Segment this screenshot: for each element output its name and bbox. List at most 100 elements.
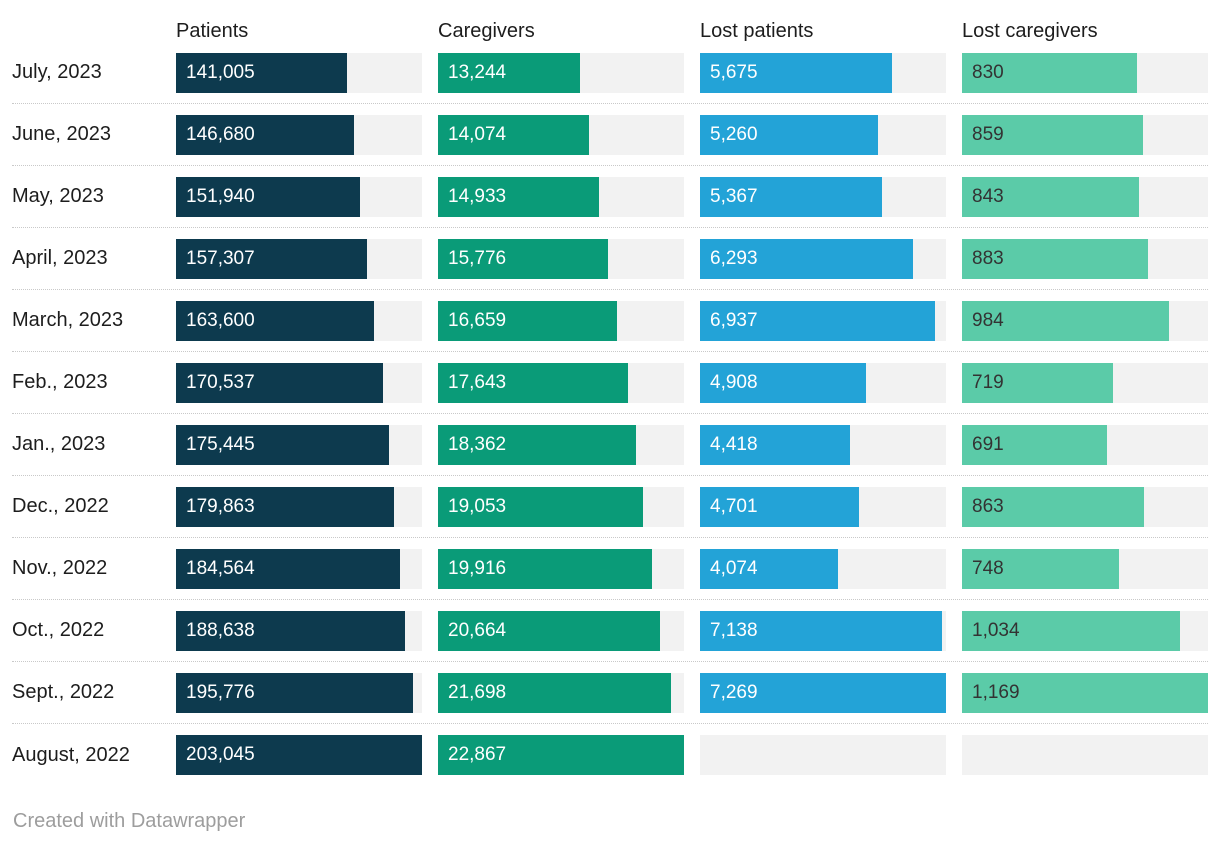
bar-track-background <box>962 735 1208 775</box>
value-bar: 830 <box>962 52 1137 93</box>
value-bar: 203,045 <box>176 735 422 775</box>
value-bar: 20,664 <box>438 610 661 651</box>
value-bar: 984 <box>962 300 1170 341</box>
bar-track: 859 <box>962 114 1208 155</box>
bar-track: 17,643 <box>438 362 684 403</box>
bar-track: 141,005 <box>176 52 422 93</box>
value-bar: 1,034 <box>962 610 1180 651</box>
bar-value-label: 5,675 <box>710 61 758 83</box>
bar-track: 22,867 <box>438 735 684 775</box>
value-bar: 16,659 <box>438 300 618 341</box>
bar-value-label: 17,643 <box>448 371 507 393</box>
value-bar: 141,005 <box>176 52 347 93</box>
column-header-lost-patients: Lost patients <box>700 20 814 42</box>
value-bar: 7,269 <box>700 672 946 713</box>
bar-track: 984 <box>962 300 1208 341</box>
value-bar: 4,701 <box>700 486 860 527</box>
bar-value-label: 4,074 <box>710 557 758 579</box>
value-bar: 1,169 <box>962 672 1208 713</box>
column-header-row: Patients Caregivers Lost patients Lost care… <box>12 8 1208 42</box>
bar-track: 5,675 <box>700 52 946 93</box>
bar-track: 4,908 <box>700 362 946 403</box>
bar-value-label: 5,260 <box>710 123 758 145</box>
bar-value-label: 859 <box>972 123 1004 145</box>
value-bar: 184,564 <box>176 548 400 589</box>
value-bar: 18,362 <box>438 424 636 465</box>
row-label: Jan., 2023 <box>12 433 106 455</box>
value-bar: 19,053 <box>438 486 643 527</box>
bar-track: 170,537 <box>176 362 422 403</box>
bar-value-label: 748 <box>972 557 1004 579</box>
value-bar: 17,643 <box>438 362 628 403</box>
row-label: Feb., 2023 <box>12 371 108 393</box>
bar-track: 5,367 <box>700 176 946 217</box>
bar-value-label: 4,701 <box>710 495 758 517</box>
value-bar: 748 <box>962 548 1120 589</box>
value-bar: 188,638 <box>176 610 405 651</box>
value-bar: 179,863 <box>176 486 394 527</box>
bar-value-label: 21,698 <box>448 681 507 703</box>
value-bar: 4,418 <box>700 424 850 465</box>
bar-value-label: 19,916 <box>448 557 507 579</box>
bar-track: 203,045 <box>176 735 422 775</box>
bar-value-label: 13,244 <box>448 61 507 83</box>
bar-track: 4,701 <box>700 486 946 527</box>
value-bar: 22,867 <box>438 735 684 775</box>
table-row: Jan., 2023 175,445 18,362 4,418 691 <box>12 414 1208 476</box>
value-bar: 15,776 <box>438 238 608 279</box>
bar-value-label: 1,169 <box>972 681 1020 703</box>
table-row: Sept., 2022 195,776 21,698 7,269 1,169 <box>12 662 1208 724</box>
bar-value-label: 175,445 <box>186 433 255 455</box>
table-row: July, 2023 141,005 13,244 5,675 830 <box>12 42 1208 104</box>
bar-value-label: 203,045 <box>186 744 255 765</box>
bar-value-label: 15,776 <box>448 247 507 269</box>
value-bar: 5,367 <box>700 176 882 217</box>
bar-value-label: 188,638 <box>186 619 255 641</box>
bar-value-label: 184,564 <box>186 557 255 579</box>
bar-track: 13,244 <box>438 52 684 93</box>
bar-track: 21,698 <box>438 672 684 713</box>
bar-value-label: 4,418 <box>710 433 758 455</box>
row-label: May, 2023 <box>12 185 104 207</box>
row-label: June, 2023 <box>12 123 111 145</box>
value-bar: 157,307 <box>176 238 367 279</box>
value-bar: 146,680 <box>176 114 354 155</box>
bar-value-label: 5,367 <box>710 185 758 207</box>
value-bar: 883 <box>962 238 1148 279</box>
value-bar: 843 <box>962 176 1140 217</box>
value-bar: 13,244 <box>438 52 581 93</box>
bar-track: 14,933 <box>438 176 684 217</box>
bar-track: 7,269 <box>700 672 946 713</box>
bar-value-label: 6,937 <box>710 309 758 331</box>
bar-value-label: 170,537 <box>186 371 255 393</box>
bar-value-label: 141,005 <box>186 61 255 83</box>
chart-footer: Created with Datawrapper <box>12 810 1208 833</box>
bar-track: 19,053 <box>438 486 684 527</box>
row-label: Dec., 2022 <box>12 495 109 517</box>
bar-track: 6,293 <box>700 238 946 279</box>
bar-track <box>700 735 946 775</box>
bar-value-label: 151,940 <box>186 185 255 207</box>
bar-value-label: 4,908 <box>710 371 758 393</box>
table-row: June, 2023 146,680 14,074 5,260 859 <box>12 104 1208 166</box>
datawrapper-credit-link[interactable]: Created with Datawrapper <box>13 810 246 832</box>
value-bar: 14,933 <box>438 176 599 217</box>
bar-value-label: 14,074 <box>448 123 507 145</box>
bar-track: 6,937 <box>700 300 946 341</box>
table-row: March, 2023 163,600 16,659 6,937 984 <box>12 290 1208 352</box>
bar-track: 883 <box>962 238 1208 279</box>
bar-track: 184,564 <box>176 548 422 589</box>
bar-value-label: 691 <box>972 433 1004 455</box>
bar-track-background <box>700 735 946 775</box>
bar-track: 863 <box>962 486 1208 527</box>
bar-track: 18,362 <box>438 424 684 465</box>
value-bar: 151,940 <box>176 176 361 217</box>
bar-value-label: 719 <box>972 371 1004 393</box>
bar-track: 20,664 <box>438 610 684 651</box>
bar-value-label: 863 <box>972 495 1004 517</box>
value-bar: 6,293 <box>700 238 913 279</box>
bar-track: 691 <box>962 424 1208 465</box>
bar-track: 4,418 <box>700 424 946 465</box>
value-bar: 175,445 <box>176 424 389 465</box>
bar-track: 179,863 <box>176 486 422 527</box>
